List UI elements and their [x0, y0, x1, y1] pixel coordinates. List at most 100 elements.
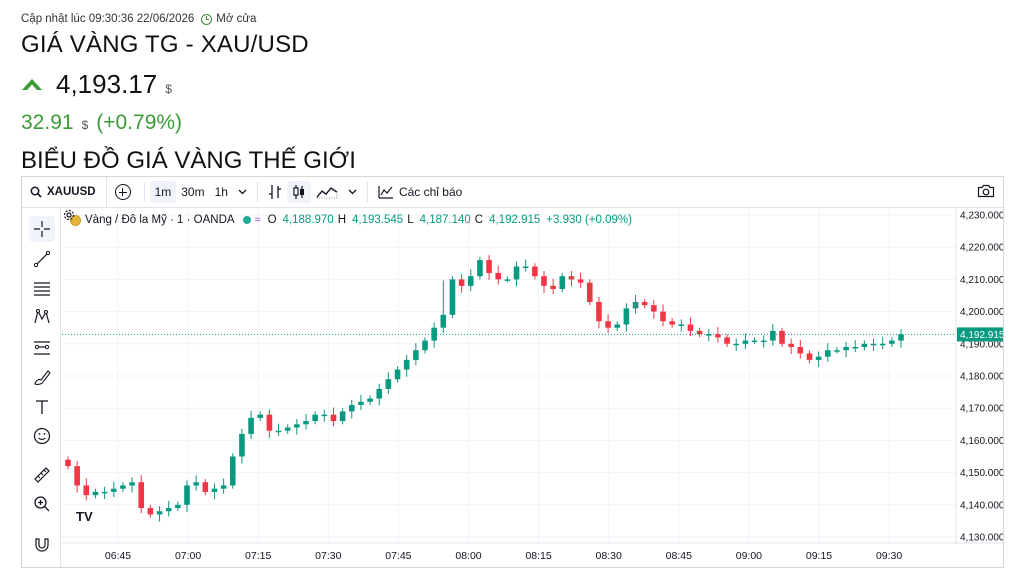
candle-body [632, 301, 639, 309]
emoji-tool[interactable] [29, 423, 55, 449]
interval-dropdown[interactable] [233, 181, 252, 203]
candle-body [486, 260, 492, 273]
candle-body [303, 421, 309, 425]
candle-body [815, 356, 822, 360]
candle-body [824, 350, 831, 357]
text-tool[interactable] [29, 394, 55, 420]
interval-1h[interactable]: 1h [214, 185, 228, 199]
tb-separator [143, 182, 145, 202]
candle-body [605, 321, 611, 328]
y-tick-label: 4,190.000 [960, 339, 1003, 350]
x-tick-label: 07:30 [315, 550, 341, 562]
chevron-down-icon [348, 189, 357, 195]
candle-body [129, 482, 135, 486]
candle-body [248, 417, 254, 434]
candle-body [898, 334, 904, 341]
ruler-icon [34, 467, 50, 483]
market-open-dot [242, 216, 251, 224]
page-title: GIÁ VÀNG TG - XAU/USD [21, 31, 309, 58]
trendline-tool[interactable] [29, 246, 55, 272]
forecast-tool[interactable] [29, 334, 55, 360]
pattern-tool[interactable] [29, 304, 55, 330]
candle-body [559, 276, 566, 290]
candle-body [83, 485, 90, 496]
candle-body [834, 350, 840, 352]
candle-body [586, 282, 593, 302]
candle-body [788, 343, 794, 348]
candle-body [394, 369, 401, 380]
candle-body [403, 359, 410, 370]
gear-icon[interactable] [62, 208, 76, 222]
candle-body [660, 311, 666, 322]
crosshair-tool[interactable] [29, 216, 55, 242]
legend-low: 4,187.140 [419, 214, 471, 226]
candle-body [742, 340, 749, 344]
candle-body [852, 347, 859, 349]
candle-body [467, 276, 474, 286]
legend-symbol-name: Vàng / Đô la Mỹ · 1 · OANDA [85, 214, 235, 226]
candle-body [724, 337, 730, 344]
candle-body [504, 279, 511, 281]
ruler-tool[interactable] [29, 462, 55, 488]
x-tick-label: 07:45 [385, 550, 411, 562]
interval-1m[interactable]: 1m [149, 181, 177, 203]
candle-body [458, 279, 465, 286]
magnet-tool[interactable] [29, 531, 55, 557]
candle-body [275, 430, 282, 433]
y-tick-label: 4,170.000 [960, 404, 1003, 415]
zoom-tool[interactable] [29, 491, 55, 517]
chart-toolbar: XAUUSD 1m 30m 1h Các chỉ báo [22, 177, 1003, 208]
x-tick-label: 09:30 [876, 550, 902, 562]
candle-body [101, 491, 108, 494]
legend-open: 4,188.970 [282, 214, 334, 226]
indicators-button[interactable]: Các chỉ báo [373, 181, 467, 203]
candle-body [358, 401, 364, 405]
candle-body [541, 276, 547, 286]
candle-body [779, 330, 785, 344]
candle-body [705, 334, 712, 336]
candle-body [550, 285, 556, 290]
candle-body [312, 414, 318, 422]
y-tick-label: 4,230.000 [960, 211, 1003, 222]
brush-tool[interactable] [29, 364, 55, 390]
candle-body [495, 272, 502, 280]
legend-high: 4,193.545 [352, 214, 404, 226]
candle-body [110, 488, 117, 492]
camera-icon[interactable] [977, 184, 995, 198]
candle-body [339, 411, 346, 422]
candle-body [577, 279, 584, 283]
price-row: 4,193.17 $ [21, 69, 172, 100]
candle-body [65, 459, 71, 467]
bar-style-button[interactable] [263, 181, 287, 203]
search-icon [30, 186, 42, 198]
x-tick-label: 09:15 [806, 550, 832, 562]
candle-body [266, 414, 273, 431]
candle-body [568, 276, 575, 280]
plus-circle-icon[interactable] [114, 184, 131, 200]
crosshair-icon [34, 221, 50, 237]
interval-30m[interactable]: 30m [181, 185, 205, 199]
legend-close: 4,192.915 [489, 214, 541, 226]
y-tick-label: 4,150.000 [960, 468, 1003, 479]
area-icon [316, 187, 338, 199]
y-tick-label: 4,160.000 [960, 436, 1003, 447]
candle-body [797, 347, 804, 354]
y-tick-label: 4,220.000 [960, 243, 1003, 254]
market-status: Mở cửa [216, 13, 257, 25]
candle-body [348, 404, 355, 412]
candlestick-chart[interactable]: 06:45 07:00 07:15 07:30 07:45 08:00 08:15 08:30… [62, 208, 1003, 568]
indicators-label: Các chỉ báo [398, 185, 463, 199]
chart-type-dropdown[interactable] [343, 181, 362, 203]
candle-body [202, 482, 209, 492]
chevron-down-icon [238, 189, 247, 195]
area-button[interactable] [311, 181, 343, 203]
symbol-search[interactable]: XAUUSD [22, 177, 107, 207]
chart-area[interactable]: 06:45 07:00 07:15 07:30 07:45 08:00 08:15 08:30… [62, 208, 1003, 568]
fib-tool[interactable] [29, 275, 55, 301]
y-tick-label: 4,200.000 [960, 307, 1003, 318]
x-tick-label: 09:00 [736, 550, 762, 562]
change-percent: (+0.79%) [96, 111, 183, 134]
candles-button[interactable] [286, 181, 311, 203]
candle-body [175, 504, 181, 509]
tb-separator [366, 182, 368, 202]
